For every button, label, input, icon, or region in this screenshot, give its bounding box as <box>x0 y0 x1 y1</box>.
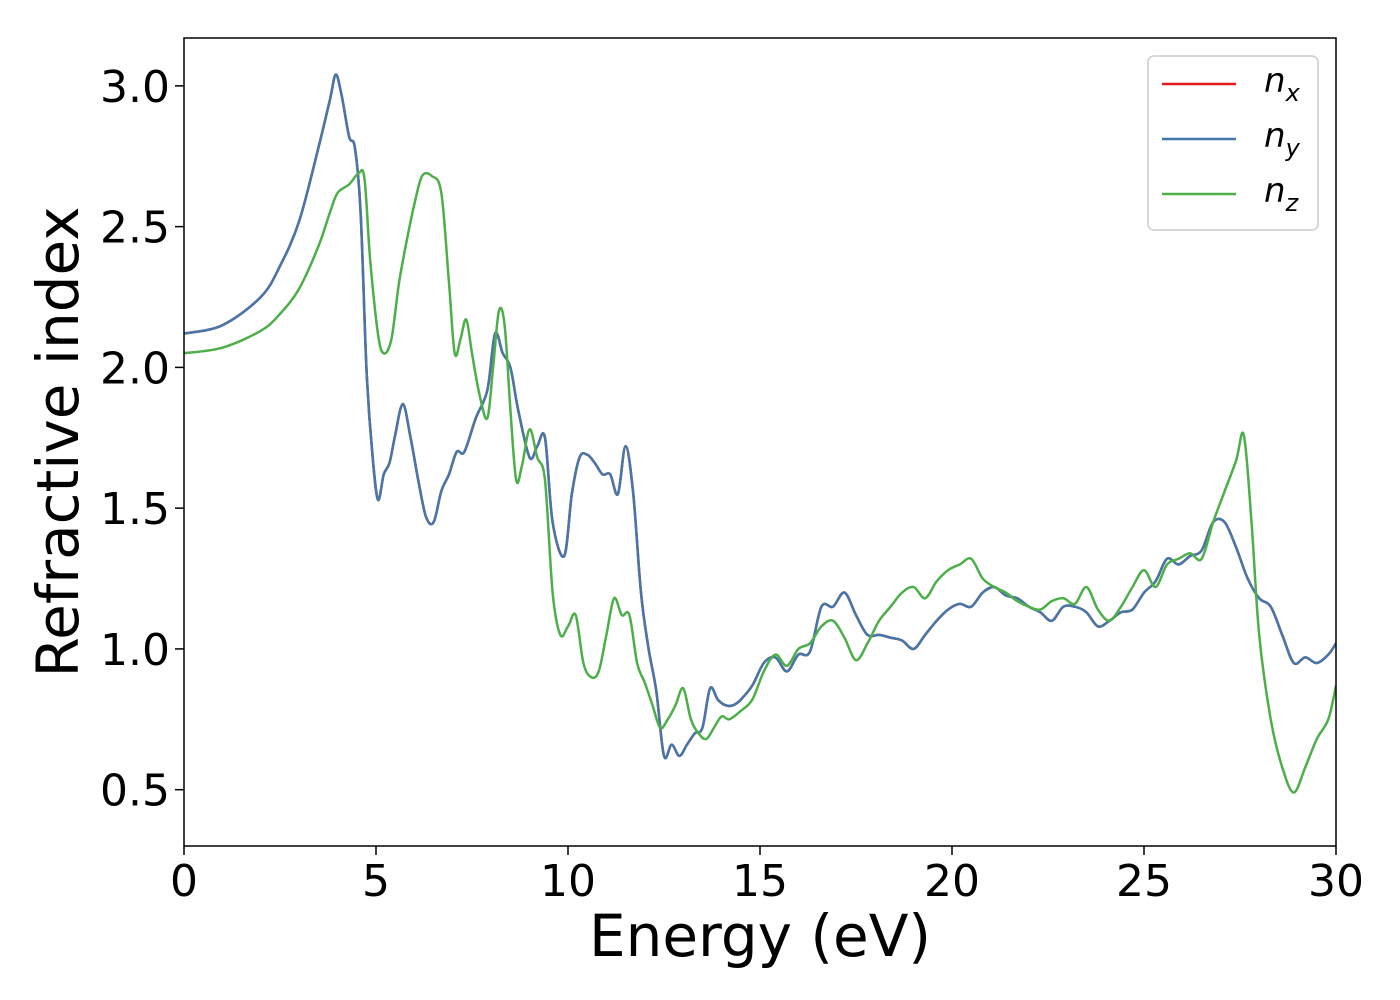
legend-box <box>1147 55 1319 231</box>
y-tick-label: 1.5 <box>100 484 170 535</box>
legend-label-ny: ny <box>1264 116 1301 162</box>
series-line-nz <box>184 168 1336 794</box>
x-axis-label: Energy (eV) <box>589 902 931 970</box>
x-tick-label: 15 <box>732 856 788 907</box>
y-tick-label: 2.5 <box>100 203 170 254</box>
y-axis-label: Refractive index <box>24 206 92 677</box>
y-tick-label: 3.0 <box>100 62 170 113</box>
x-tick-label: 30 <box>1308 856 1364 907</box>
series-line-ny <box>184 73 1336 760</box>
x-tick-label: 5 <box>362 856 390 907</box>
y-tick-label: 2.0 <box>100 343 170 394</box>
legend: nx ny nz <box>1147 55 1319 231</box>
x-tick-label: 20 <box>924 856 980 907</box>
axis-ticks: 0 5 10 15 20 25 30 0.5 1.0 1.5 2.0 2.5 3.0 <box>100 62 1364 907</box>
legend-label-nz: nz <box>1264 171 1300 217</box>
y-tick-label: 0.5 <box>100 766 170 817</box>
y-tick-label: 1.0 <box>100 625 170 676</box>
x-tick-label: 25 <box>1116 856 1172 907</box>
x-tick-label: 0 <box>170 856 198 907</box>
legend-label-nx: nx <box>1264 61 1301 107</box>
plot-area <box>184 73 1336 794</box>
x-tick-label: 10 <box>540 856 596 907</box>
